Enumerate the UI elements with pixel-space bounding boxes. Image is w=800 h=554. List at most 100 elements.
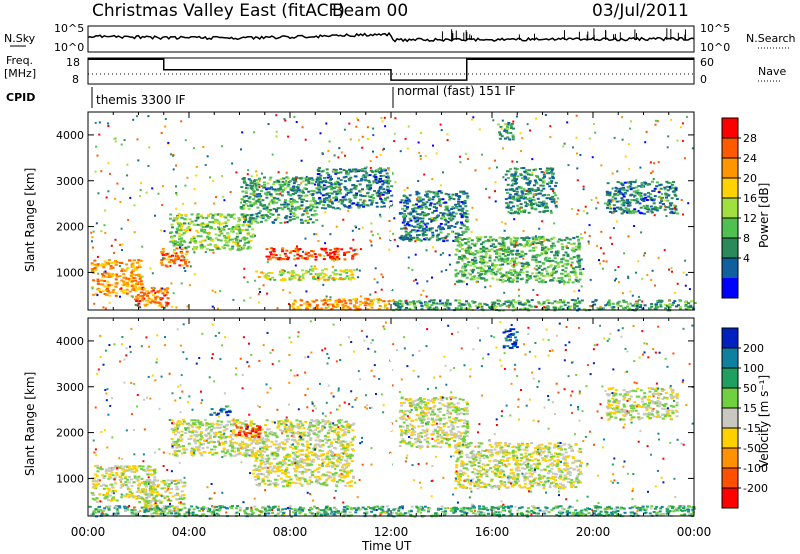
- scatter-cell: [478, 128, 481, 131]
- scatter-cell: [407, 256, 410, 259]
- scatter-cell: [307, 219, 309, 222]
- scatter-cell: [393, 140, 396, 143]
- data-cell: [282, 177, 285, 180]
- data-cell: [547, 302, 551, 304]
- data-cell: [498, 299, 501, 302]
- data-cell: [478, 255, 482, 258]
- data-cell: [529, 201, 533, 204]
- data-cell: [410, 229, 414, 232]
- data-cell: [437, 190, 441, 193]
- data-cell: [217, 221, 221, 224]
- data-cell: [460, 306, 463, 309]
- data-cell: [306, 256, 310, 259]
- data-cell: [505, 188, 508, 191]
- data-cell: [382, 168, 386, 171]
- data-cell: [115, 273, 118, 276]
- data-cell: [120, 270, 124, 273]
- data-cell: [544, 252, 548, 255]
- data-cell: [422, 214, 426, 217]
- scatter-cell: [94, 170, 97, 173]
- scatter-cell: [114, 140, 117, 143]
- data-cell: [340, 451, 344, 454]
- data-cell: [645, 199, 649, 201]
- data-cell: [416, 223, 420, 226]
- scatter-cell: [277, 171, 280, 174]
- data-cell: [483, 273, 487, 275]
- scatter-cell: [301, 126, 304, 129]
- data-cell: [515, 190, 519, 193]
- data-cell: [252, 190, 256, 193]
- data-cell: [240, 213, 244, 216]
- data-cell: [659, 205, 663, 208]
- data-cell: [96, 466, 100, 469]
- data-cell: [380, 187, 384, 190]
- data-cell: [290, 277, 294, 280]
- scatter-cell: [646, 274, 649, 277]
- scatter-cell: [668, 298, 671, 301]
- freq-label-1: Freq.: [6, 54, 33, 67]
- data-cell: [510, 187, 514, 190]
- data-cell: [622, 201, 626, 204]
- data-cell: [432, 219, 436, 222]
- data-cell: [579, 272, 582, 275]
- data-cell: [259, 203, 263, 206]
- scatter-cell: [416, 282, 419, 285]
- data-cell: [249, 239, 253, 242]
- data-cell: [544, 306, 548, 309]
- data-cell: [511, 182, 515, 185]
- data-cell: [357, 169, 361, 172]
- data-cell: [140, 496, 144, 499]
- data-cell: [433, 210, 436, 212]
- data-cell: [437, 233, 441, 236]
- data-cell: [156, 512, 160, 515]
- data-cell: [163, 487, 167, 490]
- data-cell: [482, 277, 486, 280]
- data-cell: [277, 187, 281, 190]
- data-cell: [245, 195, 249, 198]
- data-cell: [383, 205, 386, 208]
- data-cell: [428, 197, 432, 200]
- data-cell: [535, 274, 539, 277]
- data-cell: [547, 194, 550, 196]
- data-cell: [435, 307, 439, 310]
- data-cell: [442, 240, 446, 243]
- data-cell: [672, 301, 676, 304]
- data-cell: [516, 272, 520, 275]
- data-cell: [172, 219, 176, 222]
- data-cell: [278, 183, 282, 186]
- data-cell: [308, 303, 312, 306]
- data-cell: [456, 232, 460, 235]
- scatter-cell: [436, 194, 439, 197]
- data-cell: [454, 239, 458, 242]
- data-cell: [348, 168, 352, 171]
- data-cell: [150, 493, 154, 496]
- data-cell: [642, 197, 646, 200]
- scatter-cell: [184, 270, 187, 272]
- data-cell: [647, 191, 650, 194]
- data-cell: [272, 183, 275, 186]
- data-cell: [97, 478, 101, 481]
- data-cell: [534, 238, 538, 241]
- data-cell: [533, 179, 537, 182]
- data-cell: [637, 191, 641, 194]
- data-cell: [406, 303, 410, 306]
- data-cell: [128, 290, 132, 293]
- data-cell: [92, 494, 96, 496]
- scatter-cell: [352, 238, 355, 241]
- scatter-cell: [161, 287, 164, 290]
- data-cell: [543, 274, 547, 277]
- data-cell: [334, 273, 338, 276]
- data-cell: [195, 246, 199, 248]
- data-cell: [479, 247, 483, 250]
- data-cell: [524, 252, 528, 255]
- data-cell: [176, 215, 180, 218]
- data-cell: [199, 241, 203, 243]
- data-cell: [428, 237, 432, 240]
- data-cell: [557, 300, 561, 303]
- data-cell: [267, 255, 271, 258]
- data-cell: [550, 187, 554, 190]
- data-cell: [291, 178, 295, 181]
- data-cell: [387, 190, 390, 193]
- data-cell: [465, 251, 468, 254]
- data-cell: [121, 473, 125, 476]
